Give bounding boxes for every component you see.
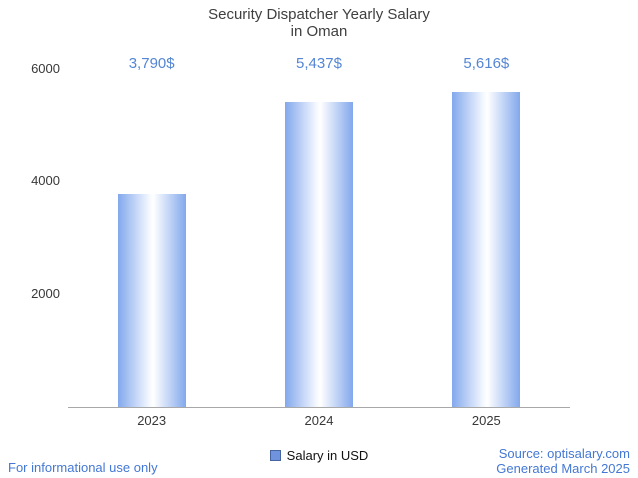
bar-slot xyxy=(68,70,235,407)
x-tick-label: 2023 xyxy=(137,413,167,428)
x-tick-label: 2024 xyxy=(304,413,334,428)
bar-slot xyxy=(403,70,570,407)
bar-slot xyxy=(235,70,402,407)
legend-swatch-icon xyxy=(269,450,281,461)
x-tick-label: 2025 xyxy=(471,413,501,428)
value-labels-row: 3,790$ 5,437$ 5,616$ xyxy=(68,55,570,75)
y-tick-label: 4000 xyxy=(31,173,60,189)
bar xyxy=(117,194,186,407)
generated-text: Generated March 2025 xyxy=(496,461,630,476)
bar xyxy=(284,101,353,407)
source-block: Source: optisalary.com Generated March 2… xyxy=(496,446,630,476)
bar xyxy=(452,91,521,407)
disclaimer-text: For informational use only xyxy=(8,460,158,475)
chart-title: Security Dispatcher Yearly Salary in Oma… xyxy=(0,6,638,40)
source-text: Source: optisalary.com xyxy=(498,446,630,461)
legend-label: Salary in USD xyxy=(286,448,369,463)
y-tick-label: 6000 xyxy=(31,61,60,76)
plot-area xyxy=(68,70,570,408)
bar-value-label: 5,437$ xyxy=(296,55,342,72)
chart-title-line2: in Oman xyxy=(290,23,348,40)
x-axis-labels: 2023 2024 2025 xyxy=(68,413,570,428)
bar-value-label: 3,790$ xyxy=(128,55,175,72)
chart-title-line1: Security Dispatcher Yearly Salary xyxy=(208,6,430,23)
y-axis: 2000 4000 6000 xyxy=(0,61,60,407)
bar-value-label: 5,616$ xyxy=(463,55,510,72)
y-tick-label: 2000 xyxy=(31,285,60,301)
legend: Salary in USD xyxy=(0,448,638,463)
